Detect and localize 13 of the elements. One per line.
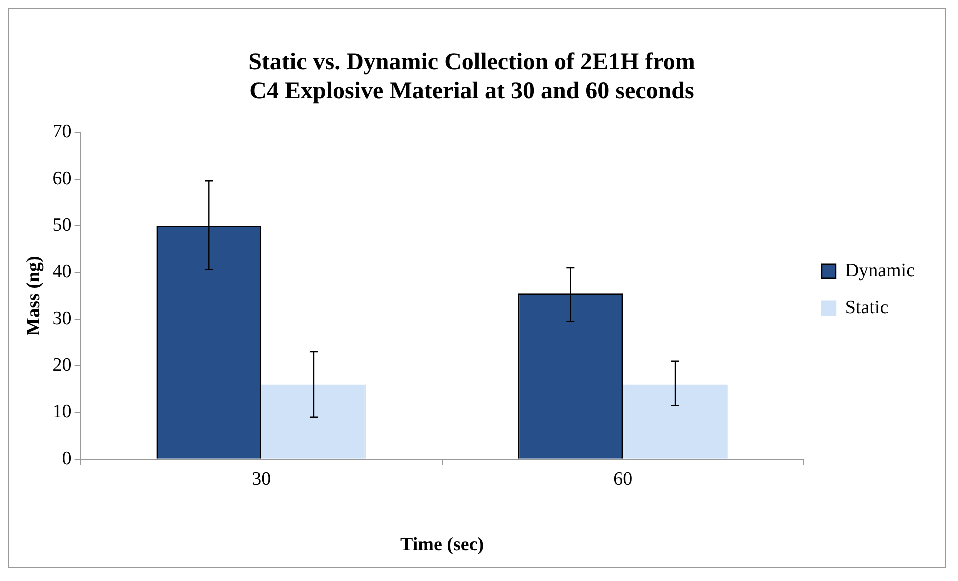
- y-tick-label: 30: [52, 308, 72, 330]
- legend-label: Dynamic: [845, 260, 916, 282]
- y-tick-label: 0: [62, 448, 72, 470]
- y-tick-label: 40: [52, 262, 72, 283]
- x-axis-title: Time (sec): [400, 534, 484, 556]
- chart-title: Static vs. Dynamic Collection of 2E1H from C4 Explosive Material at 30 and 60 seconds: [248, 50, 696, 104]
- y-axis-title: Mass (ng): [23, 256, 44, 336]
- y-tick-label: 20: [52, 355, 72, 376]
- y-tick-label: 60: [52, 168, 72, 190]
- y-tick-label: 10: [52, 402, 72, 423]
- y-tick-label: 70: [52, 122, 72, 143]
- legend-label: Static: [845, 297, 889, 318]
- y-tick-label: 50: [52, 214, 72, 236]
